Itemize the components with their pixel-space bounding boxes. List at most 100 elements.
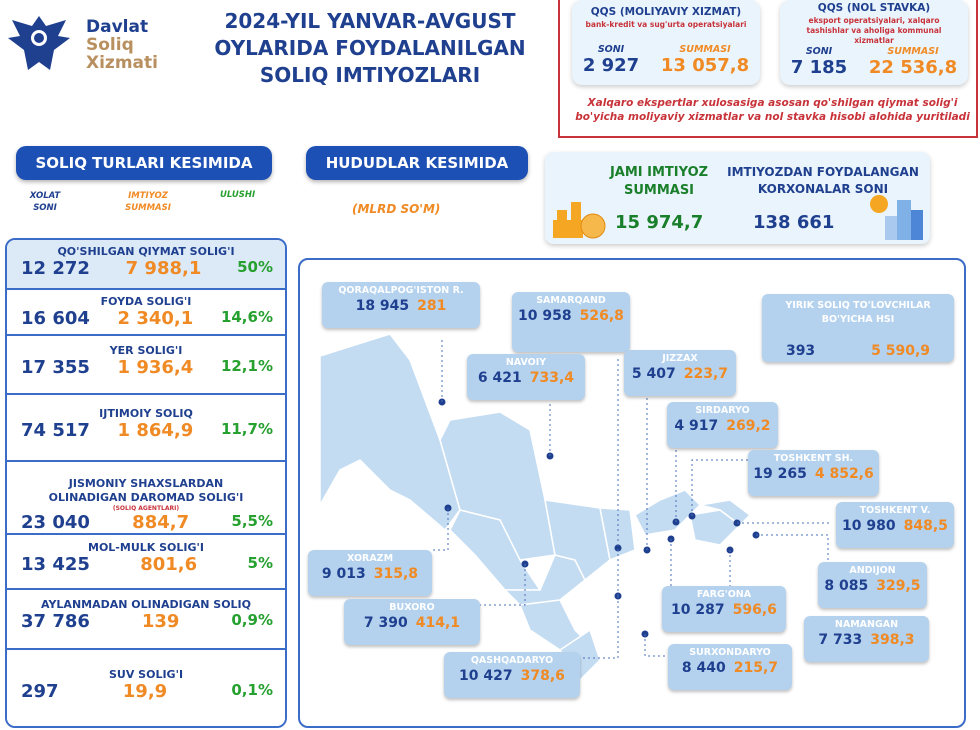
section-taxes-header: SOLIQ TURLARI KESIMIDA <box>16 146 272 180</box>
region-name: QASHQADARYO <box>470 655 554 666</box>
region-sum: 414,1 <box>415 615 461 631</box>
large-taxpayers-card: YIRIK SOLIQ TO'LOVCHILAR BO'YICHA HSI 39… <box>762 294 954 362</box>
col-header-count: XOLAT SONI <box>29 191 61 213</box>
region-name: SURXONDARYO <box>689 647 771 658</box>
eagle-emblem-icon <box>8 16 70 70</box>
region-count: 10 980 <box>842 518 896 534</box>
soni-value: 7 185 <box>790 57 848 78</box>
region-sum: 269,2 <box>726 418 771 434</box>
logo-line1: Davlat <box>86 17 149 37</box>
region-count: 5 407 <box>631 366 676 382</box>
tax-name: YER SOLIG'I <box>109 343 183 357</box>
col-header-share: ULUSHI <box>220 190 256 200</box>
region-count: 4 917 <box>674 418 719 434</box>
tax-sum: 19,9 <box>122 681 168 702</box>
region-name: FARG'ONA <box>696 589 752 600</box>
tax-share: 14,6% <box>220 308 273 326</box>
tax-note: (SOLIQ AGENTLARI) <box>112 504 180 512</box>
region-name: XORAZM <box>346 553 394 564</box>
region-card: JIZZAX 5 407 223,7 <box>624 350 736 396</box>
tax-share: 5,5% <box>231 511 273 530</box>
region-count: 8 440 <box>681 660 726 676</box>
logo: Davlat Soliq Xizmati <box>6 12 166 74</box>
tax-count: 37 786 <box>21 611 90 632</box>
region-count: 393 <box>785 343 816 359</box>
uzbekistan-map <box>319 333 830 682</box>
logo-line3: Xizmati <box>86 53 158 73</box>
region-sum: 4 852,6 <box>814 466 874 482</box>
tax-types-table: QO'SHILGAN QIYMAT SOLIG'I 12 272 7 988,1 5… <box>5 238 287 728</box>
section-regions-header: HUDUDLAR KESIMIDA <box>306 146 528 180</box>
tax-sum: 801,6 <box>140 553 198 575</box>
region-count: 7 390 <box>363 615 408 631</box>
tax-sum: 1 936,4 <box>117 356 194 378</box>
tax-sum: 884,7 <box>132 511 190 533</box>
tax-name: SUV SOLIG'I <box>108 668 184 681</box>
region-sum: 848,5 <box>903 518 948 534</box>
region-count: 19 265 <box>753 466 807 482</box>
region-name: SAMARQAND <box>536 295 606 306</box>
summasi-label: SUMMASI <box>679 44 731 55</box>
region-sum: 223,7 <box>683 366 729 382</box>
tax-sum: 1 864,9 <box>117 419 194 441</box>
card-subtitle: eksport operatsiyalari, xalqaro tashishl… <box>806 16 942 45</box>
tax-row: YER SOLIG'I 17 355 1 936,4 12,1% <box>7 336 285 395</box>
tax-row: SUV SOLIG'I 297 19,9 0,1% <box>7 650 285 726</box>
region-card: NAVOIY 6 421 733,4 <box>467 354 585 400</box>
tax-count: 74 517 <box>21 419 90 441</box>
region-card: SAMARQAND 10 958 526,8 <box>512 292 630 352</box>
tax-row: QO'SHILGAN QIYMAT SOLIG'I 12 272 7 988,1 5… <box>7 240 285 290</box>
region-card: TOSHKENT SH. 19 265 4 852,6 <box>748 450 879 496</box>
region-count: 6 421 <box>477 370 522 386</box>
col-header-sum: IMTIYOZ SUMMASI <box>125 191 171 213</box>
soni-value: 2 927 <box>582 55 640 76</box>
buildings-icon <box>870 195 923 240</box>
tax-count: 16 604 <box>21 308 90 329</box>
region-sum: 398,3 <box>870 632 915 648</box>
region-card: QASHQADARYO 10 427 378,6 <box>444 652 580 698</box>
tax-share: 0,9% <box>231 611 273 629</box>
region-card: BUXORO 7 390 414,1 <box>344 599 480 645</box>
tax-share: 12,1% <box>220 356 273 375</box>
tax-row: IJTIMOIY SOLIQ 74 517 1 864,9 11,7% <box>7 395 285 462</box>
coins-money-icon <box>553 202 606 239</box>
card-title: QQS (MOLIYAVIY XIZMAT) <box>590 6 742 18</box>
tax-row: JISMONIY SHAXSLARDAN OLINADIGAN DAROMAD … <box>7 462 285 535</box>
tax-sum: 7 988,1 <box>125 258 202 279</box>
region-sum: 329,5 <box>876 578 921 594</box>
region-count: 10 958 <box>518 308 572 324</box>
regions-map-panel: QORAQALPOG'ISTON R. 18 945 281 SAMARQAND … <box>298 258 966 728</box>
region-count: 9 013 <box>321 566 366 582</box>
tax-count: 12 272 <box>21 258 90 279</box>
region-name: YIRIK SOLIQ TO'LOVCHILAR BO'YICHA HSI <box>785 300 931 325</box>
region-card: NAMANGAN 7 733 398,3 <box>804 616 929 662</box>
unit-label: (MLRD SO'M) <box>352 202 441 216</box>
region-sum: 281 <box>417 298 447 314</box>
region-name: TOSHKENT SH. <box>773 453 854 464</box>
card-title: QQS (NOL STAVKA) <box>817 2 931 14</box>
tax-row: AYLANMADAN OLINADIGAN SOLIQ 37 786 139 0,9… <box>7 590 285 650</box>
tax-count: 23 040 <box>21 511 90 533</box>
tax-share: 0,1% <box>231 681 273 699</box>
totals-card: JAMI IMTIYOZ SUMMASI 15 974,7 IMTIYOZDAN… <box>545 152 930 244</box>
soni-label: SONI <box>597 44 625 55</box>
region-sum: 378,6 <box>520 668 565 684</box>
tax-row: MOL-MULK SOLIG'I 13 425 801,6 5% <box>7 535 285 590</box>
tax-count: 297 <box>21 681 59 702</box>
page-title: 2024-YIL YANVAR-AVGUST OYLARIDA FOYDALAN… <box>214 9 526 87</box>
qqs-note-frame <box>558 0 978 138</box>
region-name: QORAQALPOG'ISTON R. <box>338 285 464 296</box>
soni-label: SONI <box>805 46 833 57</box>
region-card: QORAQALPOG'ISTON R. 18 945 281 <box>322 282 480 328</box>
region-count: 7 733 <box>818 632 863 648</box>
card-subtitle: bank-kredit va sug'urta operatsiyalari <box>585 20 747 29</box>
region-sum: 215,7 <box>733 660 779 676</box>
qqs-moliyaviy-card: QQS (MOLIYAVIY XIZMAT) bank-kredit va su… <box>572 0 760 85</box>
tax-share: 11,7% <box>220 419 273 438</box>
tax-name: JISMONIY SHAXSLARDAN OLINADIGAN DAROMAD … <box>48 476 244 504</box>
tax-sum: 2 340,1 <box>117 308 194 329</box>
region-name: ANDIJON <box>849 565 896 576</box>
tax-name: FOYDA SOLIG'I <box>100 295 192 308</box>
qqs-nol-card: QQS (NOL STAVKA) eksport operatsiyalari,… <box>780 0 968 85</box>
tax-row: FOYDA SOLIG'I 16 604 2 340,1 14,6% <box>7 290 285 336</box>
